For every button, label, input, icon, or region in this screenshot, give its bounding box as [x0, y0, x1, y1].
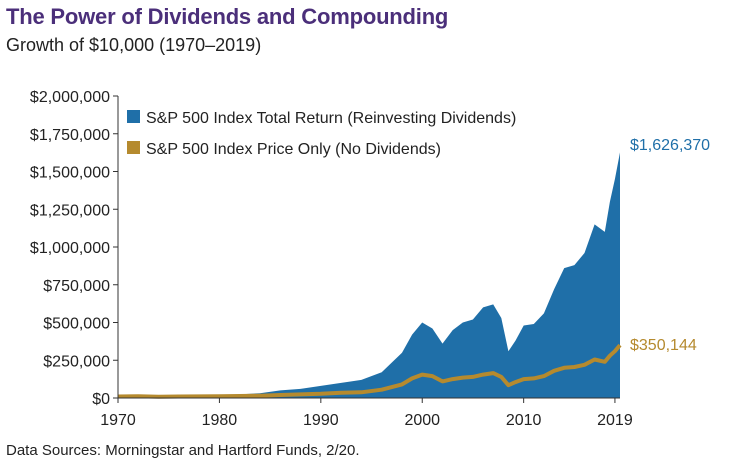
y-tick-label: $1,500,000 — [30, 165, 110, 182]
series-total-return-area — [118, 152, 620, 398]
x-tick-label: 1970 — [100, 412, 136, 429]
legend-swatch-price — [127, 141, 140, 154]
x-tick-label: 2019 — [597, 412, 633, 429]
y-tick-label: $0 — [92, 391, 110, 408]
x-tick-label: 1980 — [202, 412, 238, 429]
x-axis: 1970 1980 1990 2000 2010 2019 — [100, 398, 633, 429]
end-label-total: $1,626,370 — [630, 137, 710, 154]
legend: S&P 500 Index Total Return (Reinvesting … — [127, 110, 516, 158]
y-axis: $0 $250,000 $500,000 $750,000 $1,000,000 $1,2… — [30, 89, 118, 408]
legend-label-price: S&P 500 Index Price Only (No Dividends) — [146, 141, 441, 158]
y-tick-label: $1,750,000 — [30, 127, 110, 144]
x-tick-label: 1990 — [303, 412, 339, 429]
end-label-price: $350,144 — [630, 337, 697, 354]
x-tick-label: 2000 — [404, 412, 440, 429]
chart-title: The Power of Dividends and Compounding — [6, 4, 449, 29]
y-tick-label: $1,250,000 — [30, 202, 110, 219]
legend-label-total: S&P 500 Index Total Return (Reinvesting … — [146, 110, 516, 127]
x-tick-label: 2010 — [506, 412, 542, 429]
data-source-note: Data Sources: Morningstar and Hartford F… — [6, 442, 360, 459]
y-tick-label: $750,000 — [43, 278, 110, 295]
y-tick-label: $500,000 — [43, 316, 110, 333]
legend-swatch-total — [127, 110, 140, 123]
y-tick-label: $1,000,000 — [30, 240, 110, 257]
chart-subtitle: Growth of $10,000 (1970–2019) — [6, 35, 262, 55]
y-tick-label: $2,000,000 — [30, 89, 110, 106]
series-price-only-line — [117, 343, 622, 399]
y-tick-label: $250,000 — [43, 353, 110, 370]
